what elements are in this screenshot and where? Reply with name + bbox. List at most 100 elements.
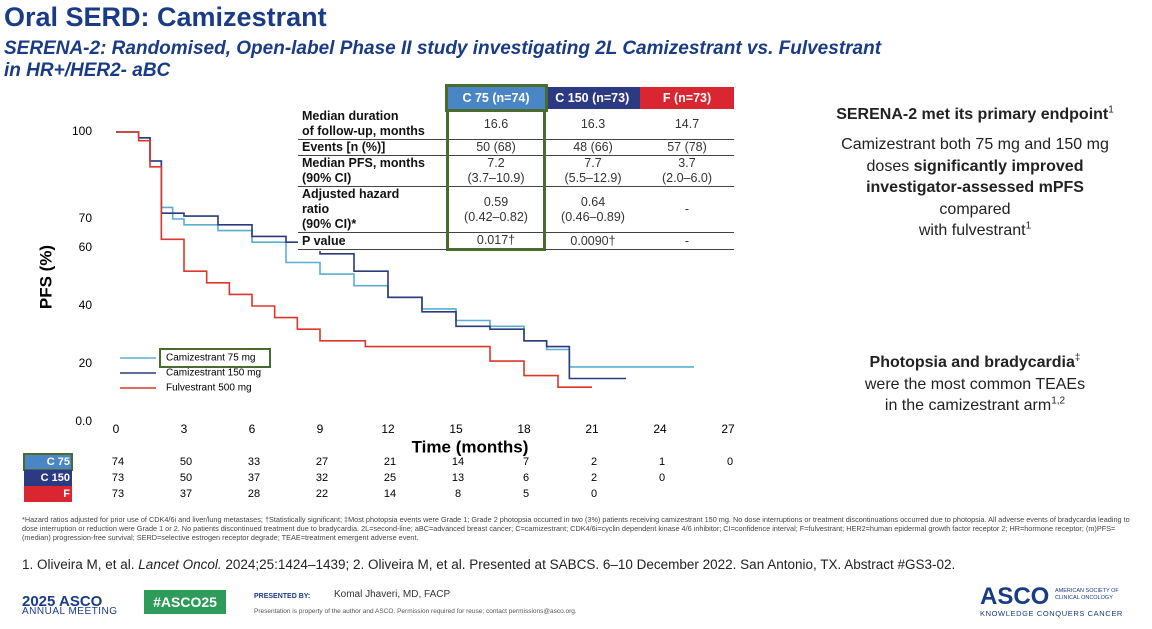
text-run: 1,2: [1051, 395, 1066, 407]
cell: 3.7 (2.0–6.0): [640, 155, 734, 187]
risk-count: 6: [523, 472, 529, 484]
risk-count: 2: [591, 472, 597, 484]
text-block: Camizestrant both 75 mg and 150 mg doses …: [780, 134, 1152, 242]
society-line: AMERICAN SOCIETY OF: [1055, 588, 1119, 594]
risk-count: 0: [591, 488, 597, 500]
risk-label-box: [24, 486, 72, 502]
risk-count: 50: [180, 472, 192, 484]
logo: ASCO: [980, 583, 1050, 610]
label-line: Adjusted hazard: [302, 187, 400, 201]
cell-line: (0.46–0.89): [561, 209, 625, 224]
cell: 48 (66): [544, 139, 640, 156]
cell-line: 3.7: [678, 156, 696, 170]
risk-count: 7: [523, 456, 529, 468]
label-line: P value: [302, 233, 346, 248]
row-label: Events [n (%)]: [298, 139, 448, 156]
cell: -: [640, 232, 734, 250]
x-tick-label: 24: [653, 422, 667, 436]
header-cell: C 150 (n=73): [544, 87, 640, 109]
cell-line: (0.42–0.82): [464, 209, 528, 224]
cell-line: 48 (66): [573, 140, 613, 154]
risk-count: 14: [452, 456, 464, 468]
cell: 0.59 (0.42–0.82): [446, 186, 546, 233]
cell-line: -: [684, 233, 690, 248]
risk-count: 0: [727, 456, 733, 468]
label-line: Events [n (%)]: [302, 140, 386, 154]
risk-count: 2: [591, 456, 597, 468]
risk-count: 73: [112, 472, 124, 484]
cell-line: 16.6: [483, 116, 509, 131]
text-line: in the camizestrant arm1,2: [780, 395, 1152, 417]
table-row: Median duration of follow-up, months 16.6 1…: [298, 109, 734, 140]
risk-label: F: [63, 488, 70, 500]
survival-curve: [116, 131, 592, 388]
cell-line: (5.5–12.9): [564, 171, 622, 185]
cell: 0.017†: [446, 232, 546, 251]
text-line: with fulvestrant1: [780, 220, 1152, 242]
text-block: SERENA-2 met its primary endpoint1: [780, 104, 1152, 126]
text-run: significantly improved: [913, 157, 1084, 175]
x-tick-label: 0: [113, 422, 120, 436]
society: AMERICAN SOCIETY OF CLINICAL ONCOLOGY: [1055, 588, 1119, 602]
text-run: investigator-assessed mPFS: [866, 179, 1084, 196]
cell: 50 (68): [446, 139, 546, 156]
cell-line: 7.2: [487, 156, 505, 170]
text-run: 2024;25:1424–1439; 2. Oliveira M, et al.…: [221, 557, 956, 572]
cell-line: 0.017†: [476, 233, 516, 247]
text-line: were the most common TEAEs: [780, 374, 1152, 396]
text-line: Photopsia and bradycardia‡: [780, 352, 1152, 374]
risk-count: 37: [180, 488, 192, 500]
risk-count: 28: [248, 488, 260, 500]
risk-count: 74: [112, 456, 124, 468]
label-line: Median PFS, months: [302, 156, 425, 170]
header-cell: C 75 (n=74): [444, 84, 548, 112]
risk-count: 73: [112, 488, 124, 500]
risk-count: 37: [248, 472, 260, 484]
row-label: Median PFS, months (90% CI): [298, 155, 448, 187]
cell-line: 7.7: [584, 156, 602, 170]
text-run: with fulvestrant: [918, 222, 1026, 239]
text-run: Photopsia and bradycardia: [869, 354, 1075, 371]
cell-line: 0.0090†: [570, 233, 616, 248]
risk-label: C 150: [41, 472, 70, 484]
tagline: KNOWLEDGE CONQUERS CANCER: [980, 609, 1123, 618]
y-tick-label: 20: [79, 356, 93, 370]
cell-line: 57 (78): [667, 140, 707, 154]
cell-line: -: [684, 202, 690, 216]
table-row: P value 0.017† 0.0090† -: [298, 232, 734, 251]
text-run: in the camizestrant arm: [884, 397, 1052, 414]
text-line: doses significantly improved: [780, 156, 1152, 178]
risk-label-box: [24, 470, 72, 486]
cell: 14.7: [640, 109, 734, 140]
meeting: ANNUAL MEETING: [22, 606, 118, 617]
meeting-year: 2025 ASCO: [22, 593, 103, 610]
cell-line: 16.3: [580, 116, 606, 131]
legend-label: Fulvestrant 500 mg: [166, 383, 252, 394]
cell: -: [640, 186, 734, 233]
y-tick-label: 100: [72, 124, 92, 138]
text-run: Lancet Oncol.: [138, 557, 222, 572]
hashtag: #ASCO25: [144, 590, 226, 614]
x-tick-label: 9: [317, 422, 324, 436]
risk-count: 21: [384, 456, 396, 468]
x-tick-label: 6: [249, 422, 256, 436]
cell: 16.3: [544, 109, 640, 140]
text-run: doses: [866, 157, 914, 175]
x-axis-label: Time (months): [412, 437, 529, 456]
y-axis-label: PFS (%): [36, 245, 55, 309]
summary-table: C 75 (n=74) C 150 (n=73) F (n=73) Median du…: [298, 84, 734, 251]
risk-label: C 75: [47, 456, 70, 468]
table-row: Events [n (%)] 50 (68) 48 (66) 57 (78): [298, 139, 734, 156]
text-line: Camizestrant both 75 mg and 150 mg: [780, 134, 1152, 156]
label-line: Median duration: [302, 109, 399, 123]
text-run: SERENA-2 met its primary endpoint: [836, 106, 1109, 123]
cell: 57 (78): [640, 139, 734, 156]
table: C 75 (n=74) C 150 (n=73) F (n=73) Median du…: [298, 84, 734, 251]
reference: 1. Oliveira M, et al. Lancet Oncol. 2024…: [22, 557, 955, 572]
cell: 7.7 (5.5–12.9): [544, 155, 640, 187]
society-line: CLINICAL ONCOLOGY: [1055, 595, 1113, 601]
text-run: compared: [939, 200, 1011, 218]
risk-count: 27: [316, 456, 328, 468]
presented-by: PRESENTED BY:: [254, 593, 311, 600]
